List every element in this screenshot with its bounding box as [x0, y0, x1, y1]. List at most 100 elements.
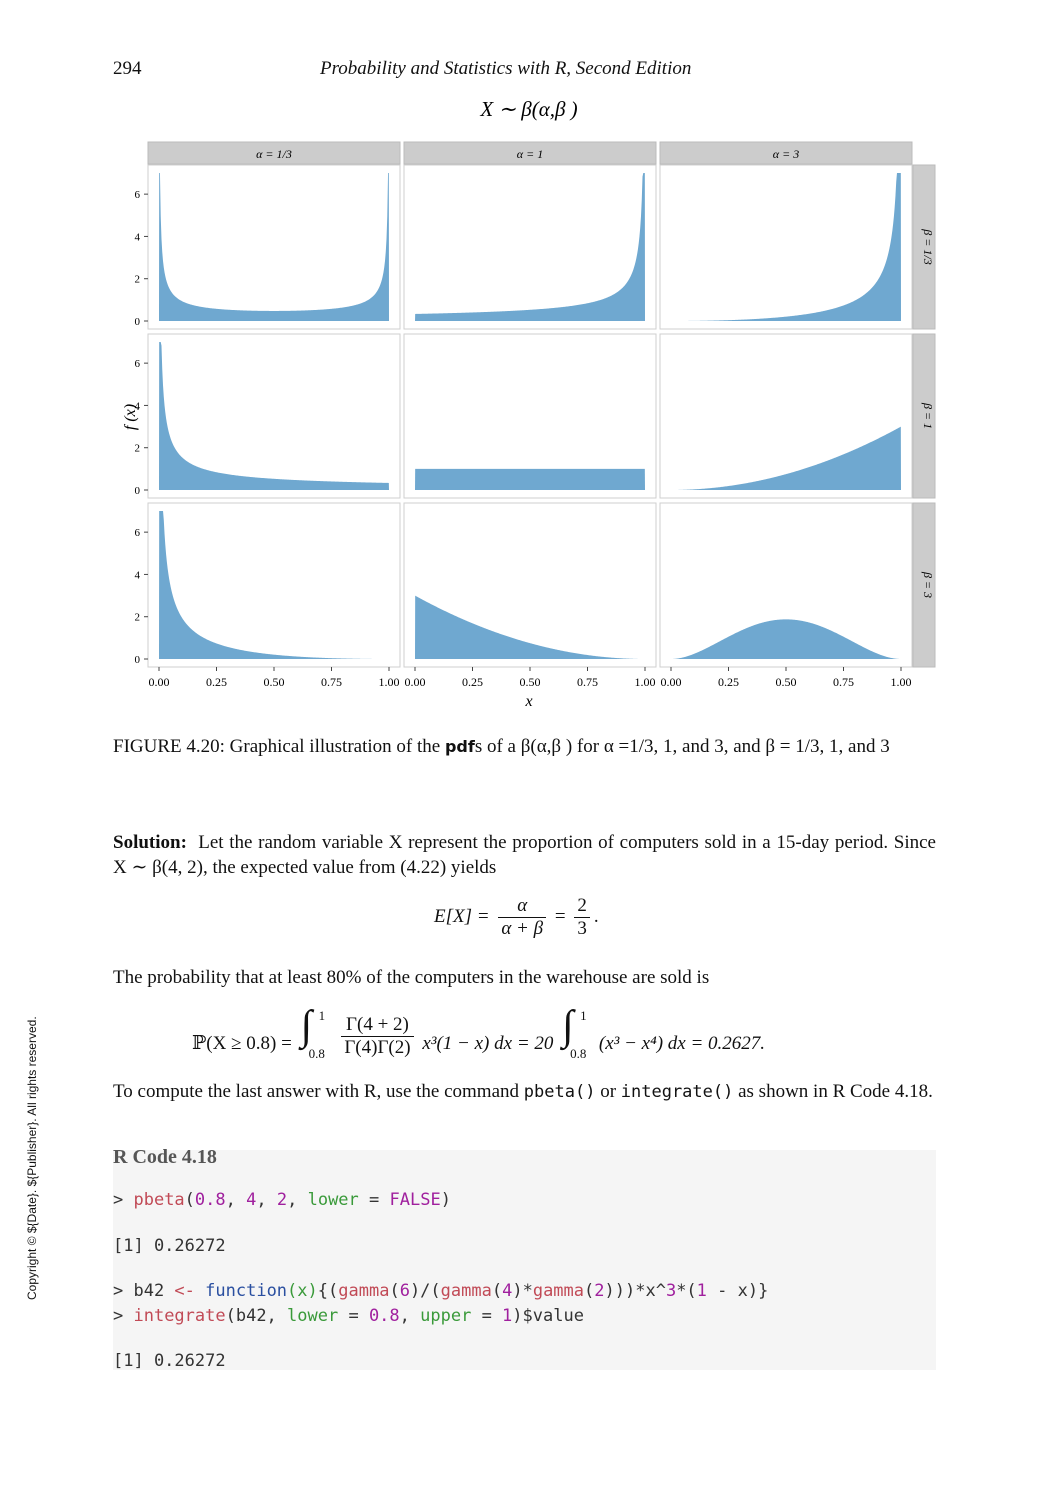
y-tick-label: 0 — [135, 485, 141, 497]
compute-before: To compute the last answer with R, use t… — [113, 1081, 524, 1102]
density-area — [671, 426, 901, 490]
y-tick-label: 4 — [135, 231, 141, 243]
row-strip-label: β = 3 — [921, 571, 935, 598]
x-tick-label: 0.75 — [321, 675, 342, 689]
code-line-3: > integrate(b42, lower = 0.8, upper = 1)… — [113, 1306, 584, 1326]
caption-bold-word: pdf — [444, 737, 475, 756]
probability-equation: ℙ(X ≥ 0.8) = ∫ 1 0.8 Γ(4 + 2) Γ(4)Γ(2) x³… — [192, 1003, 766, 1066]
facet-panel — [147, 164, 401, 330]
x-tick-label: 1.00 — [891, 675, 912, 689]
running-title: Probability and Statistics with R, Secon… — [320, 58, 692, 79]
x-tick-label: 0.75 — [833, 675, 854, 689]
row-strip — [912, 164, 936, 330]
y-tick-label: 0 — [135, 316, 141, 328]
eq1-end: . — [593, 905, 599, 927]
x-tick-label: 1.00 — [635, 675, 656, 689]
col-strip-label: α = 1/3 — [256, 147, 292, 161]
code-title: R Code 4.18 — [113, 1146, 217, 1168]
density-area — [159, 173, 389, 321]
density-area — [671, 619, 901, 659]
int2-lower: 0.8 — [570, 1046, 587, 1061]
x-tick-label: 0.75 — [577, 675, 598, 689]
x-tick-label: 0.25 — [462, 675, 483, 689]
row-strip-label: β = 1 — [921, 402, 935, 429]
eq2-frac: Γ(4 + 2) Γ(4)Γ(2) — [341, 1014, 414, 1059]
x-tick-label: 0.25 — [206, 675, 227, 689]
eq2-lhs: ℙ(X ≥ 0.8) = — [192, 1032, 292, 1054]
col-strip — [659, 141, 913, 165]
x-tick-label: 0.50 — [776, 675, 797, 689]
density-area — [415, 595, 645, 659]
y-tick-label: 2 — [135, 612, 141, 624]
facet-panels: α = 1/3 α = 1 α = 3 β = 1/3 β = 1 β = 3 0 2 4 6 0 2… — [135, 141, 936, 689]
density-area — [415, 468, 645, 490]
probability-paragraph: The probability that at least 80% of the… — [113, 967, 710, 988]
eq2-frac-den: Γ(4)Γ(2) — [341, 1036, 414, 1059]
int1-lower: 0.8 — [308, 1046, 325, 1061]
density-area — [159, 342, 389, 490]
eq2-frac-num: Γ(4 + 2) — [346, 1014, 409, 1035]
solution-paragraph: Solution: Let the random variable X repr… — [113, 830, 936, 880]
compute-after: as shown in R Code 4.18. — [733, 1081, 933, 1102]
y-tick-label: 4 — [135, 400, 141, 412]
col-strip — [147, 141, 401, 165]
y-axis-label: f (x) — [122, 404, 139, 430]
code-line-2: > b42 <- function(x){(gamma(6)/(gamma(4)… — [113, 1281, 769, 1301]
y-tick-label: 2 — [135, 274, 141, 286]
compute-paragraph: To compute the last answer with R, use t… — [113, 1079, 936, 1105]
eq2-integrand: x³(1 − x) dx = 20 — [422, 1032, 554, 1054]
density-area — [415, 173, 645, 321]
eq1-lhs: E[X] = — [434, 905, 490, 927]
eq1-num1: α — [517, 895, 528, 916]
density-area — [159, 511, 389, 659]
pbeta-command: pbeta() — [523, 1082, 596, 1102]
code-block — [113, 1150, 936, 1370]
x-axis-label: x — [524, 693, 532, 710]
figure-caption: FIGURE 4.20: Graphical illustration of t… — [113, 734, 936, 759]
integrate-command: integrate() — [620, 1082, 734, 1102]
y-tick-label: 2 — [135, 443, 141, 455]
y-tick-label: 6 — [135, 527, 141, 539]
int2-upper: 1 — [580, 1008, 587, 1023]
caption-label: FIGURE 4.20: — [113, 736, 225, 757]
eq1-equals: = — [554, 905, 566, 927]
integral-sign-2: ∫ 1 0.8 — [562, 1003, 587, 1061]
eq2-integrand2: (x³ − x⁴) dx = 0.2627. — [598, 1032, 766, 1054]
col-strip — [403, 141, 657, 165]
beta-pdf-figure: X ∼ β(α,β ) α = 1/3 α = 1 α = 3 β = 1/3 β = … — [122, 97, 936, 710]
y-tick-label: 6 — [135, 358, 141, 370]
caption-text-after: s of a β(α,β ) for α =1/3, 1, and 3, and… — [474, 736, 890, 757]
x-tick-label: 0.50 — [264, 675, 285, 689]
code-line-1: > pbeta(0.8, 4, 2, lower = FALSE) — [113, 1190, 451, 1210]
code-output-1: [1] 0.26272 — [113, 1236, 226, 1256]
figure-title: X ∼ β(α,β ) — [479, 97, 577, 121]
int1-upper: 1 — [318, 1008, 326, 1023]
page-number: 294 — [113, 58, 142, 79]
x-tick-label: 0.25 — [718, 675, 739, 689]
row-strip-label: β = 1/3 — [921, 228, 935, 264]
x-tick-label: 0.00 — [405, 675, 426, 689]
row-strip — [912, 333, 936, 499]
eq1-num2: 2 — [577, 895, 587, 916]
x-tick-label: 0.00 — [661, 675, 682, 689]
density-area — [671, 173, 901, 321]
solution-text: Let the random variable X represent the … — [113, 832, 936, 878]
solution-label: Solution: — [113, 832, 187, 853]
eq1-den2: 3 — [574, 917, 590, 940]
caption-text-before: Graphical illustration of the — [224, 736, 445, 757]
y-tick-label: 0 — [135, 654, 141, 666]
y-tick-label: 6 — [135, 189, 141, 201]
x-tick-label: 0.50 — [520, 675, 541, 689]
integral-sign-1: ∫ 1 0.8 — [300, 1003, 326, 1061]
x-tick-label: 0.00 — [149, 675, 170, 689]
code-output-2: [1] 0.26272 — [113, 1351, 226, 1371]
col-strip-label: α = 1 — [517, 147, 543, 161]
y-tick-label: 4 — [135, 569, 141, 581]
col-strip-label: α = 3 — [773, 147, 799, 161]
row-strip — [912, 502, 936, 668]
copyright-notice: Copyright © ${Date}. ${Publisher}. All r… — [25, 1016, 39, 1300]
x-tick-label: 1.00 — [379, 675, 400, 689]
